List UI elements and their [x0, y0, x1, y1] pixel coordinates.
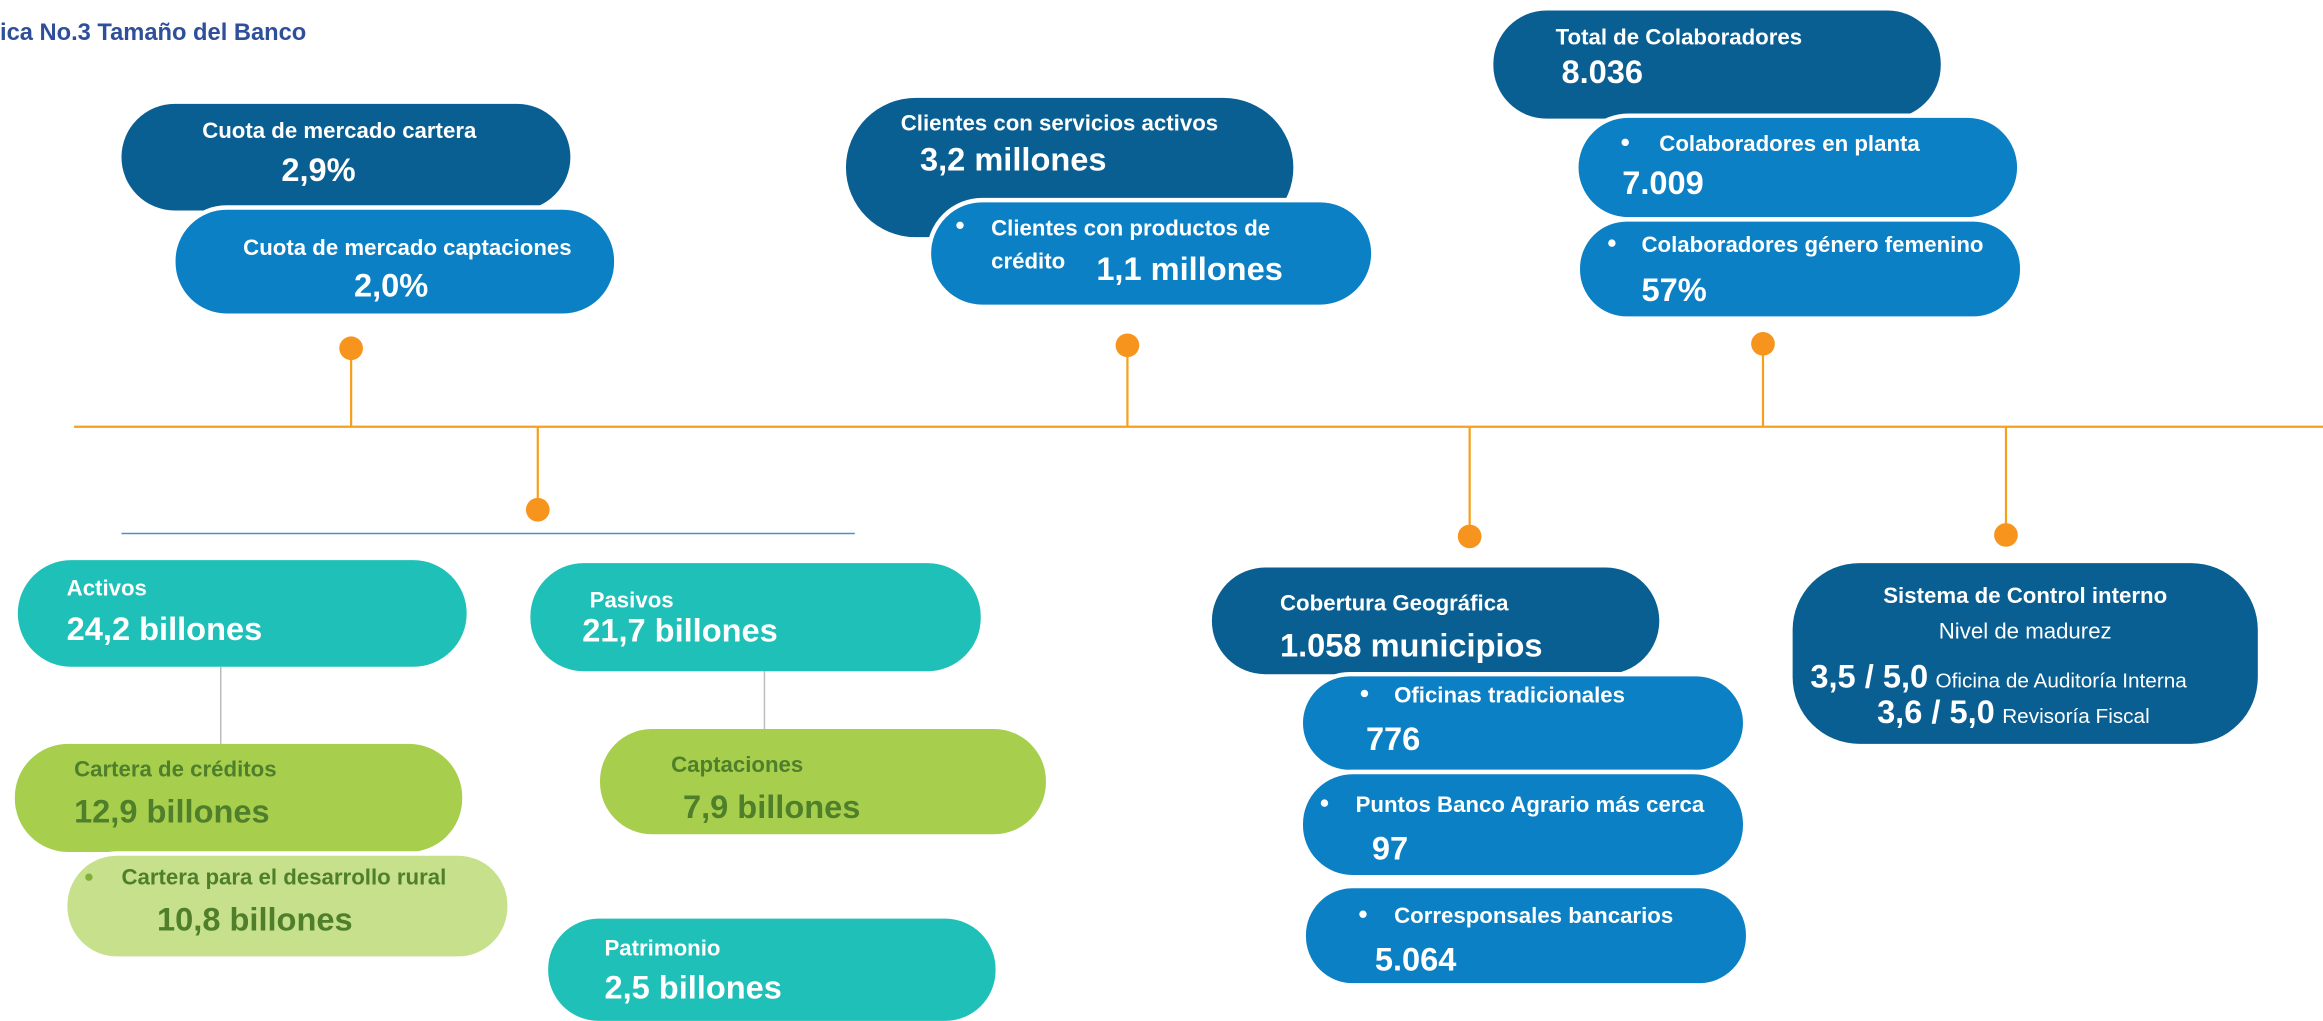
value: 1.058 municipios	[1280, 626, 1543, 663]
control-line: 3,6 / 5,0 Revisoría Fiscal	[1877, 693, 2150, 730]
control-line: 3,5 / 5,0 Oficina de Auditoría Interna	[1810, 658, 2187, 695]
label: Clientes con productos de	[991, 216, 1270, 241]
score: 3,6 / 5,0	[1877, 693, 1995, 730]
label: Cobertura Geográfica	[1280, 591, 1509, 616]
label: Pasivos	[590, 588, 674, 613]
score: 3,5 / 5,0	[1810, 658, 1928, 695]
label: Puntos Banco Agrario más cerca	[1356, 792, 1705, 817]
value: 97	[1372, 829, 1408, 866]
value: 21,7 billones	[582, 612, 778, 649]
label: Clientes con servicios activos	[901, 110, 1218, 135]
label: Cartera de créditos	[74, 756, 277, 781]
value: 3,2 millones	[920, 140, 1106, 177]
control-title: Sistema de Control interno	[1883, 583, 2167, 608]
boxes	[14, 10, 2258, 1021]
label: Activos	[67, 576, 147, 601]
score-label: Revisoría Fiscal	[2002, 705, 2149, 728]
label: Captaciones	[671, 752, 803, 777]
box-texts: Cuota de mercado cartera 2,9% Cuota de m…	[67, 25, 2188, 1006]
value: 776	[1366, 720, 1420, 757]
label: Cuota de mercado captaciones	[243, 235, 571, 260]
title: ica No.3 Tamaño del Banco	[0, 20, 306, 46]
timeline-dots	[339, 331, 2018, 549]
value: 57%	[1642, 271, 1707, 308]
value: 8.036	[1562, 53, 1644, 90]
value: 2,9%	[281, 151, 355, 188]
value: 7.009	[1622, 164, 1704, 201]
bullets	[85, 138, 1629, 918]
value: 5.064	[1375, 941, 1457, 978]
value: 10,8 billones	[157, 901, 353, 938]
label: Cartera para el desarrollo rural	[121, 865, 446, 890]
value: 2,0%	[354, 266, 428, 303]
control-subtitle: Nivel de madurez	[1939, 619, 2112, 644]
value: 7,9 billones	[683, 788, 860, 825]
value: 12,9 billones	[74, 792, 270, 829]
label: Oficinas tradicionales	[1394, 682, 1625, 707]
label: Patrimonio	[604, 936, 720, 961]
score-label: Oficina de Auditoría Interna	[1936, 670, 2188, 693]
label: Colaboradores en planta	[1659, 131, 1920, 156]
label: Cuota de mercado cartera	[202, 118, 477, 143]
value: 2,5 billones	[604, 969, 781, 1006]
value: 24,2 billones	[67, 610, 263, 647]
timeline	[74, 343, 2323, 537]
value: 1,1 millones	[1096, 250, 1283, 287]
label: Corresponsales bancarios	[1394, 903, 1673, 928]
label: Colaboradores género femenino	[1642, 232, 1984, 257]
label: Total de Colaboradores	[1556, 25, 1803, 50]
label: crédito	[991, 248, 1065, 273]
